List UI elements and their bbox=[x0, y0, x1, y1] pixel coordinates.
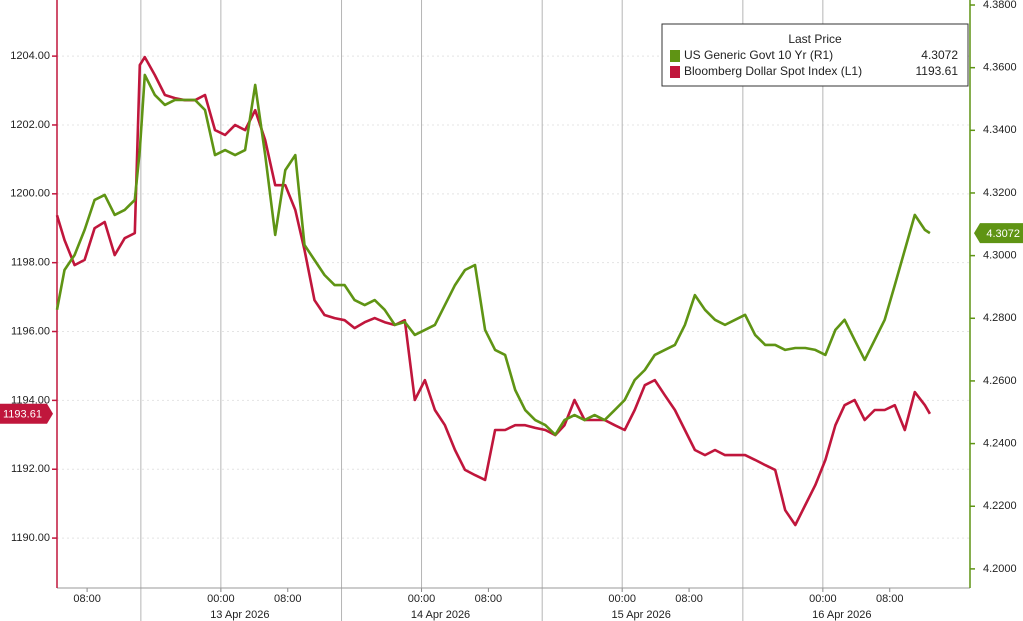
date-label: 16 Apr 2026 bbox=[812, 609, 871, 621]
x-tick-label: 00:00 bbox=[608, 593, 636, 605]
x-tick-label: 00:00 bbox=[809, 593, 837, 605]
y2-tick-label: 4.3800 bbox=[983, 0, 1017, 11]
x-tick-label: 08:00 bbox=[274, 593, 302, 605]
y2-tick-label: 4.3000 bbox=[983, 250, 1017, 262]
date-label: 15 Apr 2026 bbox=[612, 609, 671, 621]
legend-swatch bbox=[670, 66, 680, 78]
y2-tick-label: 4.3200 bbox=[983, 187, 1017, 199]
x-tick-label: 08:00 bbox=[675, 593, 703, 605]
y-tick-label: 1192.00 bbox=[11, 463, 50, 475]
last-value-label: 4.3072 bbox=[986, 228, 1020, 240]
x-tick-label: 08:00 bbox=[876, 593, 904, 605]
series-line bbox=[55, 73, 931, 437]
date-label: 14 Apr 2026 bbox=[411, 609, 470, 621]
y2-tick-label: 4.2000 bbox=[983, 563, 1017, 575]
legend-value: 1193.61 bbox=[916, 64, 959, 78]
y2-tick-label: 4.3600 bbox=[983, 62, 1017, 74]
last-value-tag bbox=[974, 223, 1023, 244]
y2-tick-label: 4.2400 bbox=[983, 437, 1017, 449]
y-tick-label: 1200.00 bbox=[10, 188, 50, 200]
legend-swatch bbox=[670, 50, 680, 62]
date-label: 13 Apr 2026 bbox=[210, 609, 269, 621]
y2-tick-label: 4.2200 bbox=[983, 500, 1017, 512]
x-tick-label: 08:00 bbox=[73, 593, 101, 605]
x-tick-label: 08:00 bbox=[475, 593, 503, 605]
y-tick-label: 1202.00 bbox=[10, 119, 50, 131]
y-tick-label: 1194.00 bbox=[11, 394, 50, 406]
last-value-tag bbox=[0, 403, 53, 424]
legend-label: US Generic Govt 10 Yr (R1) bbox=[684, 48, 833, 62]
x-tick-label: 00:00 bbox=[408, 593, 436, 605]
legend-value: 4.3072 bbox=[921, 48, 958, 62]
legend-label: Bloomberg Dollar Spot Index (L1) bbox=[684, 64, 862, 78]
y-tick-label: 1196.00 bbox=[11, 325, 50, 337]
legend-title: Last Price bbox=[788, 32, 842, 46]
y-tick-label: 1198.00 bbox=[11, 257, 50, 269]
y-tick-label: 1190.00 bbox=[11, 532, 50, 544]
y-tick-label: 1204.00 bbox=[10, 50, 50, 62]
y2-tick-label: 4.2600 bbox=[983, 375, 1017, 387]
y2-tick-label: 4.2800 bbox=[983, 312, 1017, 324]
legend-box bbox=[661, 23, 969, 87]
x-tick-label: 00:00 bbox=[207, 593, 235, 605]
y2-tick-label: 4.3400 bbox=[983, 124, 1017, 136]
last-value-label: 1193.61 bbox=[3, 409, 42, 421]
